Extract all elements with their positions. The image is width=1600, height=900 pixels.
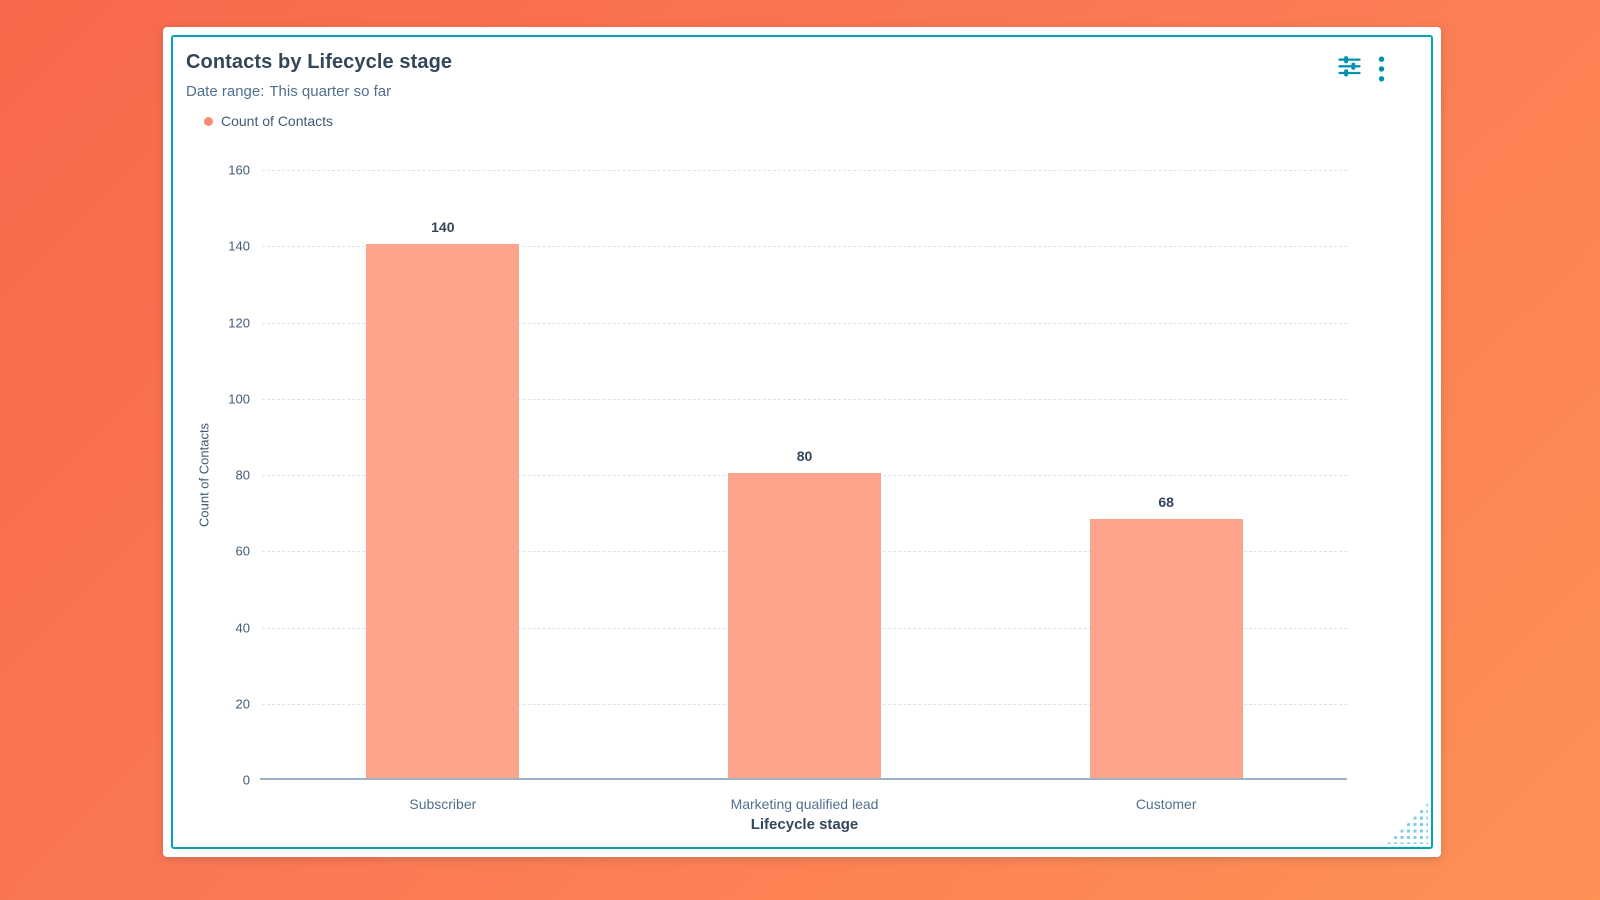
date-range-value: This quarter so far: [269, 83, 392, 100]
y-tick-label: 120: [228, 315, 250, 330]
legend-series-label: Count of Contacts: [221, 113, 334, 129]
y-tick-label: 0: [242, 772, 250, 788]
gridline: [262, 170, 1347, 171]
report-widget-selected-border: Contacts by Lifecycle stage Date range: T…: [171, 35, 1433, 849]
plot-area: 0 20 40 60 80 100 120 140 160 140 Subscriber 80 Mark…: [228, 163, 1347, 812]
widget-actions: [1338, 56, 1385, 82]
x-axis-title: Lifecycle stage: [750, 816, 859, 833]
bar[interactable]: [366, 244, 520, 778]
chart-legend[interactable]: Count of Contacts: [204, 113, 333, 129]
widget-title: Contacts by Lifecycle stage: [186, 51, 453, 73]
y-tick-label: 60: [235, 543, 250, 559]
report-widget-card: Contacts by Lifecycle stage Date range: T…: [163, 27, 1441, 857]
bar[interactable]: [1089, 518, 1243, 778]
y-tick-label: 80: [235, 467, 250, 483]
bar-value-label: 68: [1158, 493, 1174, 510]
date-range-label: Date range:: [186, 83, 265, 100]
y-tick-label: 100: [228, 391, 250, 407]
gridline: [262, 398, 1347, 400]
bar-value-label: 80: [796, 448, 813, 464]
resize-handle[interactable]: [1386, 802, 1428, 844]
legend-series-dot: [204, 116, 213, 126]
x-category-label: Marketing qualified lead: [730, 796, 879, 812]
y-tick-label: 20: [235, 696, 250, 712]
y-tick-label: 160: [228, 162, 250, 178]
filters-button[interactable]: [1338, 56, 1361, 77]
sliders-icon: [1338, 56, 1361, 80]
widget-header: Contacts by Lifecycle stage Date range: T…: [186, 51, 452, 100]
bar-value-label: 140: [431, 219, 455, 236]
more-options-button[interactable]: [1378, 56, 1385, 82]
bar[interactable]: [728, 473, 881, 778]
x-axis-line: [260, 778, 1347, 780]
date-range: Date range: This quarter so far: [186, 83, 452, 100]
y-tick-label: 140: [228, 238, 250, 254]
gridline: [262, 322, 1347, 324]
vertical-ellipsis-icon: [1378, 56, 1385, 85]
y-tick-label: 40: [235, 620, 250, 635]
gridline: [262, 246, 1347, 248]
x-category-label: Subscriber: [409, 796, 477, 812]
x-category-label: Customer: [1135, 796, 1197, 812]
